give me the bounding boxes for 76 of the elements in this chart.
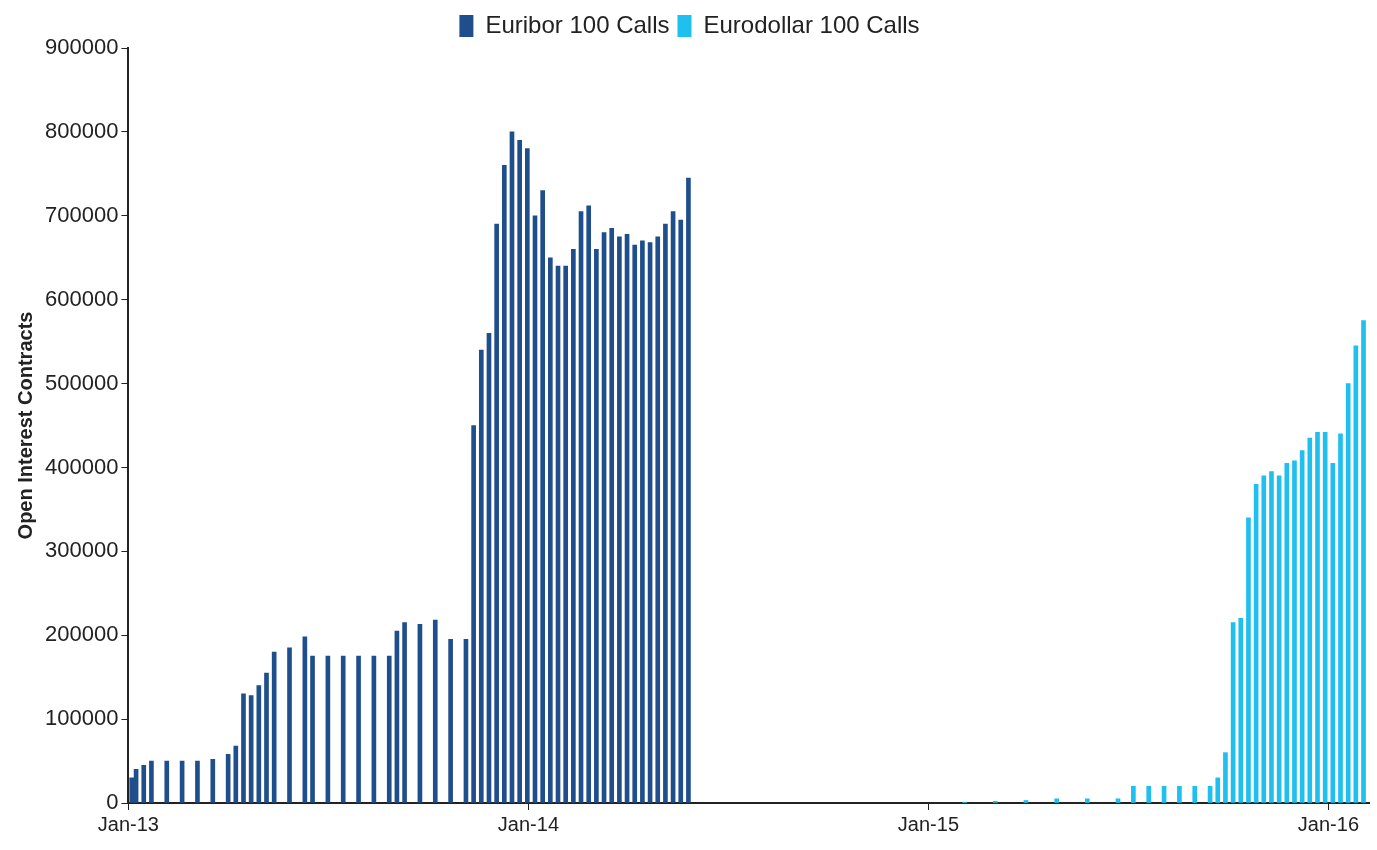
bar — [609, 228, 615, 803]
legend-label: Euribor 100 Calls — [485, 10, 670, 38]
bar — [310, 655, 315, 803]
bar — [663, 223, 668, 803]
bar — [1085, 798, 1090, 803]
bar — [149, 760, 154, 803]
bar — [525, 148, 530, 803]
x-tick-label: Jan-14 — [497, 812, 559, 835]
bar — [432, 619, 438, 803]
y-tick-label: 700000 — [44, 201, 119, 227]
bar — [241, 693, 246, 803]
bar — [1023, 800, 1029, 803]
x-tick-label: Jan-13 — [97, 812, 159, 835]
bar — [640, 240, 645, 803]
bar — [141, 764, 147, 803]
bar — [1292, 460, 1297, 803]
y-tick-label: 200000 — [44, 621, 119, 647]
y-tick-label: 0 — [106, 789, 119, 815]
bar — [402, 622, 407, 803]
bar — [1345, 383, 1351, 803]
bar — [1177, 785, 1182, 803]
bar — [1361, 320, 1366, 803]
bar — [501, 165, 507, 803]
bar — [594, 249, 599, 803]
bar — [1338, 433, 1343, 803]
bar — [540, 190, 545, 803]
bar — [494, 223, 499, 803]
bar — [1238, 618, 1244, 803]
bar — [1223, 752, 1228, 803]
bar — [563, 265, 569, 803]
bar — [1215, 777, 1221, 803]
bar — [386, 655, 392, 803]
y-tick-label: 900000 — [44, 34, 119, 60]
y-tick-label: 100000 — [44, 705, 119, 731]
bar — [686, 177, 691, 803]
x-tick-label: Jan-15 — [897, 812, 960, 835]
legend-label: Eurodollar 100 Calls — [703, 10, 920, 38]
x-tick-label: Jan-16 — [1297, 812, 1360, 835]
bar — [210, 759, 216, 803]
y-tick-label: 500000 — [44, 369, 119, 395]
bar — [1315, 431, 1320, 803]
bar — [271, 651, 277, 803]
bar — [1115, 798, 1121, 803]
y-tick-label: 400000 — [44, 453, 119, 479]
bar — [164, 760, 170, 803]
bar — [478, 349, 484, 803]
bar — [678, 219, 684, 803]
bar — [655, 236, 661, 803]
bar — [264, 672, 269, 803]
bar — [617, 236, 622, 803]
bar — [1054, 798, 1059, 803]
bar — [1307, 437, 1313, 803]
bar — [356, 655, 361, 803]
y-tick-label: 600000 — [44, 285, 119, 311]
bar — [256, 685, 262, 803]
bar — [287, 647, 292, 803]
bar — [448, 639, 453, 803]
bar — [517, 139, 522, 803]
bar — [340, 655, 346, 803]
bar — [233, 745, 239, 803]
bar — [632, 244, 638, 803]
bar — [1269, 471, 1274, 803]
bar — [1146, 785, 1152, 803]
bar — [1246, 517, 1251, 803]
y-axis-title: Open Interest Contracts — [13, 311, 36, 540]
bar — [1131, 785, 1136, 803]
y-tick-label: 300000 — [44, 537, 119, 563]
bar — [1261, 475, 1267, 803]
bar — [471, 425, 476, 803]
bar — [1192, 785, 1198, 803]
bar — [571, 249, 576, 803]
bar — [586, 205, 592, 803]
y-tick-label: 800000 — [44, 117, 119, 143]
bar — [195, 760, 200, 803]
bar — [1284, 462, 1290, 803]
bar — [548, 257, 553, 803]
